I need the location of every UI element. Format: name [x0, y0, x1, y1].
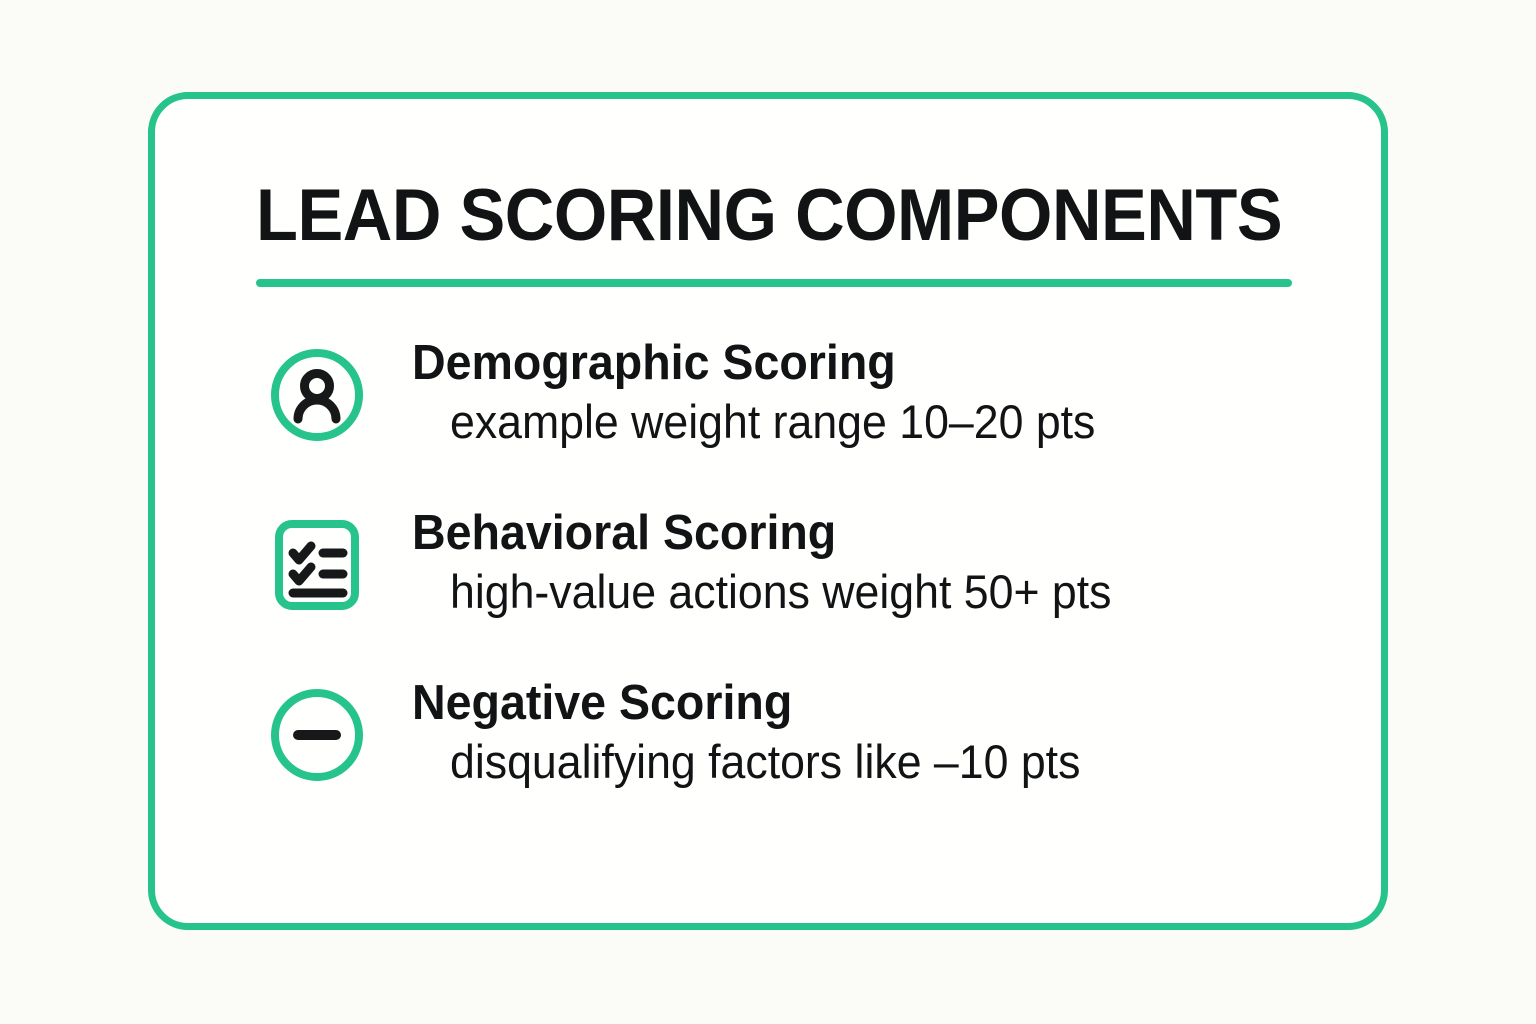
list-item-text: Behavioral Scoring high-value actions we…: [412, 506, 1312, 618]
page-title: LEAD SCORING COMPONENTS: [256, 175, 1283, 256]
list-item-text: Demographic Scoring example weight range…: [412, 336, 1312, 448]
list-item-description: example weight range 10–20 pts: [450, 394, 1096, 448]
list-item-heading: Behavioral Scoring: [412, 506, 837, 560]
list-item: Negative Scoring disqualifying factors l…: [155, 676, 1381, 849]
list-item-heading: Negative Scoring: [412, 676, 793, 730]
minus-circle-icon: [269, 687, 365, 783]
list-item-description: disqualifying factors like –10 pts: [450, 734, 1081, 788]
person-circle-icon: [269, 347, 365, 443]
checklist-clipboard-icon: [269, 517, 365, 613]
lead-scoring-card: LEAD SCORING COMPONENTS Demographic Scor…: [148, 92, 1388, 930]
list-item-heading: Demographic Scoring: [412, 336, 896, 390]
list-item: Behavioral Scoring high-value actions we…: [155, 506, 1381, 679]
list-item-text: Negative Scoring disqualifying factors l…: [412, 676, 1312, 788]
title-underline-rule: [256, 279, 1292, 287]
component-list: Demographic Scoring example weight range…: [155, 336, 1381, 849]
list-item: Demographic Scoring example weight range…: [155, 336, 1381, 509]
list-item-description: high-value actions weight 50+ pts: [450, 564, 1112, 618]
